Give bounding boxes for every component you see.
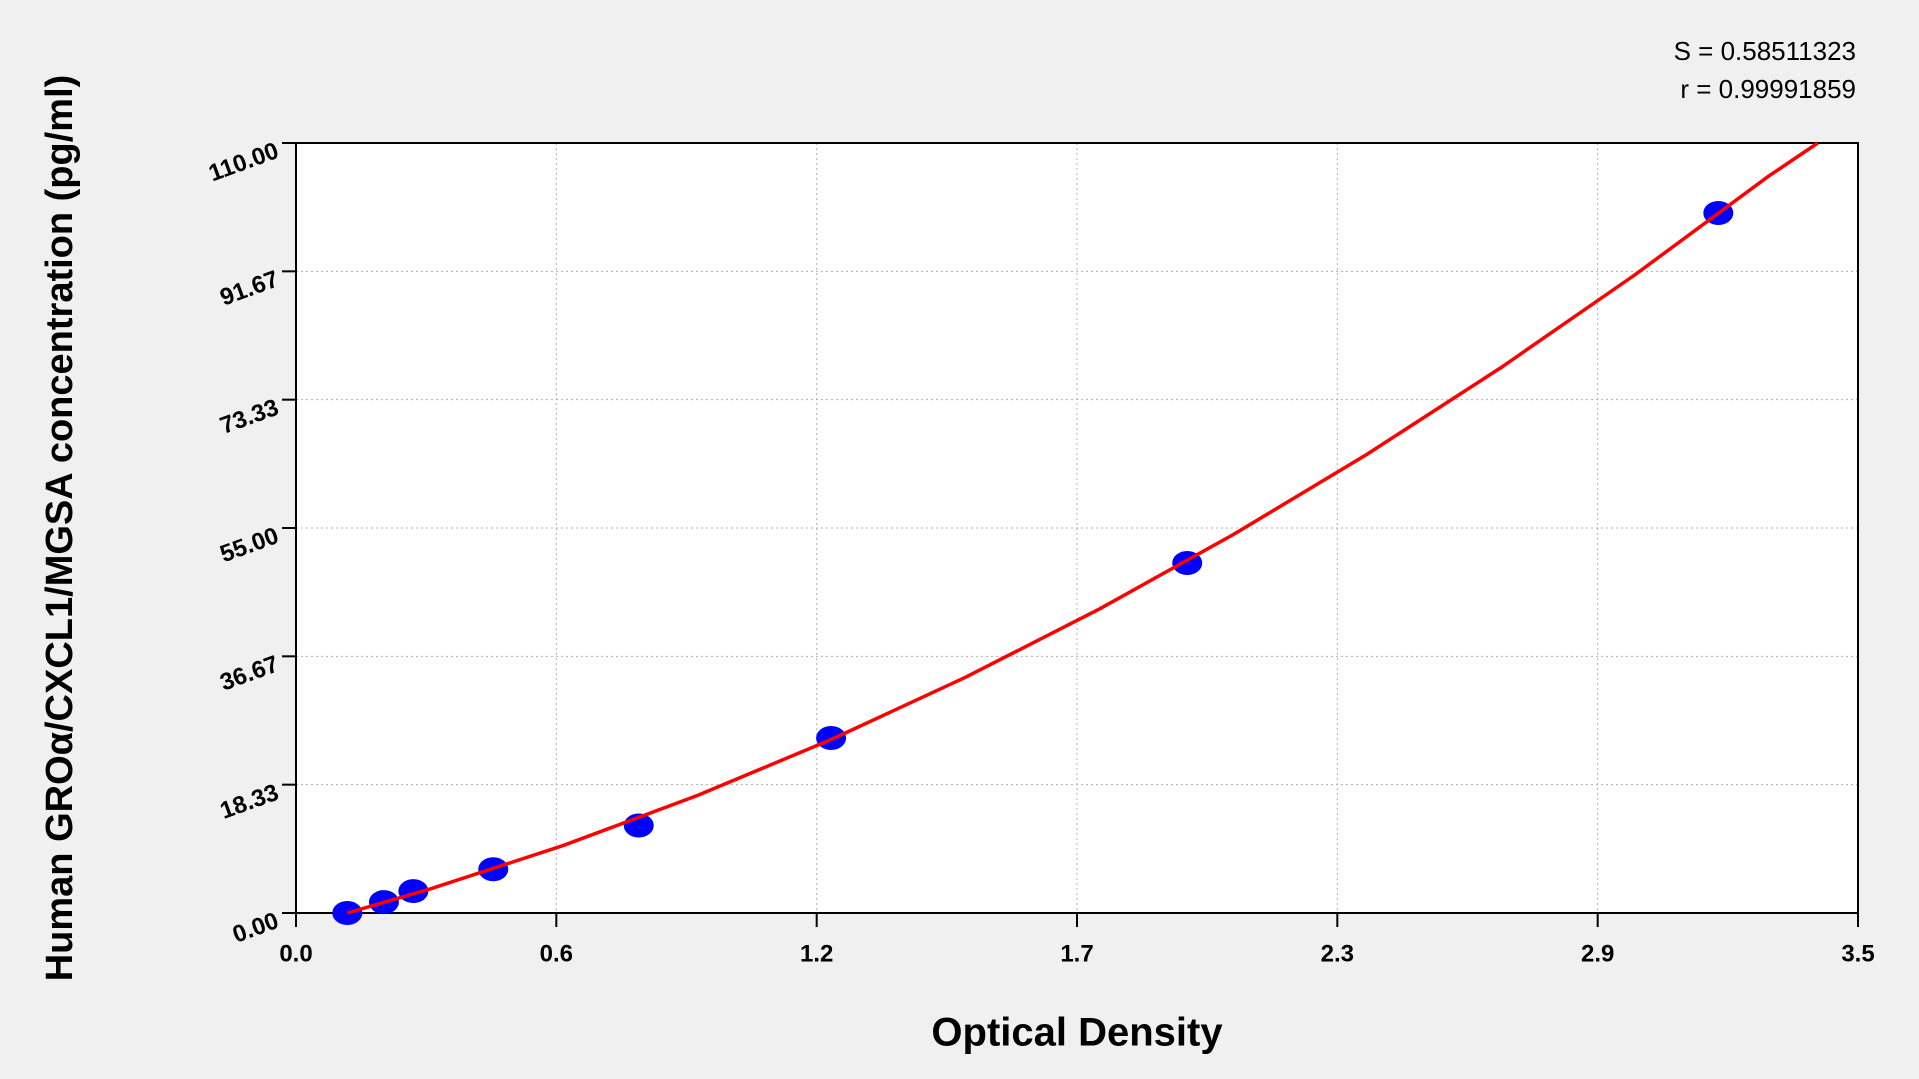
annotation: S = 0.58511323 xyxy=(1674,36,1856,66)
x-tick-label: 2.3 xyxy=(1321,940,1354,967)
x-tick-label: 0.6 xyxy=(540,940,573,967)
plot-frame xyxy=(295,142,1859,914)
annotation: r = 0.99991859 xyxy=(1680,74,1856,104)
x-axis-title: Optical Density xyxy=(931,1011,1223,1055)
x-tick-label: 3.5 xyxy=(1841,940,1874,967)
y-axis-title: Human GROα/CXCL1/MGSA concentration (pg/… xyxy=(39,75,81,982)
x-tick-label: 1.2 xyxy=(800,940,833,967)
fit-curve xyxy=(346,141,1819,915)
x-tick-label: 0.0 xyxy=(279,940,312,967)
x-tick-label: 1.7 xyxy=(1060,940,1093,967)
x-tick-label: 2.9 xyxy=(1581,940,1614,967)
